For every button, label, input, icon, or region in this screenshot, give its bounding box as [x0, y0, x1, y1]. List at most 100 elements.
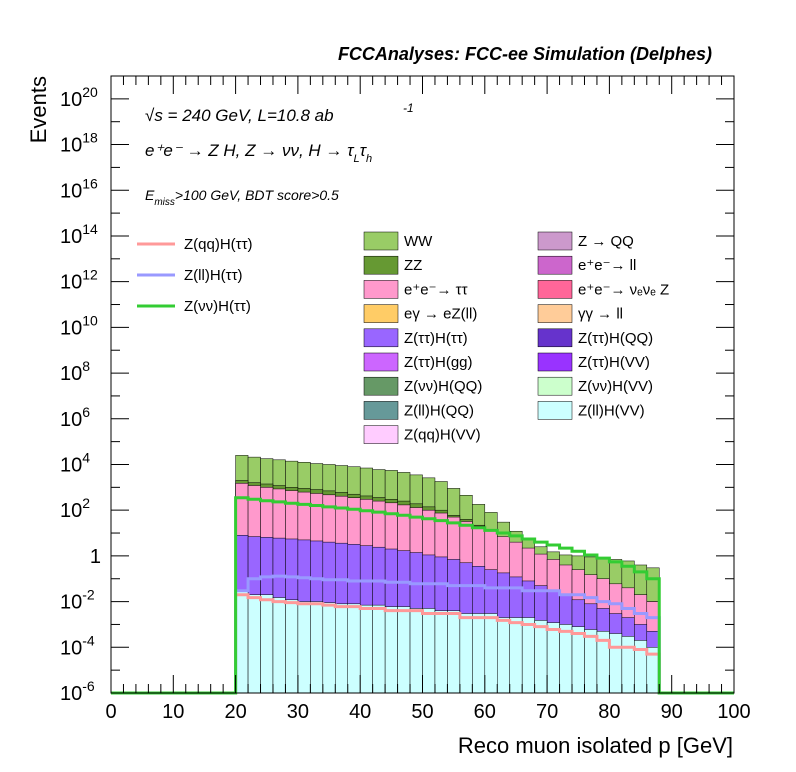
legend-fill-swatch-2 — [363, 255, 399, 275]
legend-fill-label-10: Z(ττ)H(gg) — [404, 354, 473, 371]
x-tick-label-10: 100 — [717, 701, 750, 723]
stack-bin-4-18 — [459, 613, 473, 694]
chart-title: FCCAnalyses: FCC-ee Simulation (Delphes) — [338, 44, 712, 64]
stack-bin-4-8 — [335, 603, 348, 694]
stack-bin-4-13 — [397, 606, 411, 694]
annotation-process-tau: τ — [360, 141, 368, 160]
annotation-cut: Emiss>100 GeV, BDT score>0.5 — [145, 187, 339, 208]
legend-fill-label-3: e⁺e⁻→ ll — [578, 257, 636, 274]
y-tick-label-10: 1014 — [60, 221, 98, 248]
legend-fill-swatch-11 — [537, 352, 573, 372]
legend-fill-label-11: Z(ττ)H(VV) — [578, 354, 650, 371]
legend-fill-swatch-7 — [537, 304, 573, 323]
line-series-2 — [111, 496, 734, 695]
legend-line-label-1: Z(ll)H(ττ) — [184, 267, 243, 284]
x-tick-label-2: 20 — [224, 701, 246, 723]
stack-bin-4-6 — [310, 601, 324, 694]
stack-layer — [235, 455, 660, 694]
y-tick-label-9: 1012 — [60, 267, 98, 294]
x-tick-label-6: 60 — [474, 701, 496, 723]
y-tick-label-12: 1018 — [60, 130, 98, 157]
legend-fill-swatch-15 — [537, 401, 573, 420]
stack-bin-4-12 — [384, 606, 398, 694]
stack-bin-4-28 — [584, 629, 598, 694]
stack-bin-4-24 — [534, 620, 548, 694]
legend-fill-label-16: Z(qq)H(VV) — [404, 427, 481, 444]
annotation-cut-prefix: E — [145, 187, 155, 203]
y-tick-label-4: 102 — [60, 495, 90, 522]
annotation-energy: √s = 240 GeV, L=10.8 ab -1 — [145, 101, 414, 125]
legend-fill-label-2: ZZ — [404, 257, 422, 274]
legend-fill-swatch-8 — [363, 328, 399, 348]
stack-bin-4-5 — [297, 601, 311, 694]
legend-fill-label-6: eγ → eZ(ll) — [404, 306, 477, 323]
legend-fill-swatch-10 — [363, 352, 399, 372]
x-tick-label-3: 30 — [287, 701, 309, 723]
legend-fill-label-9: Z(ττ)H(QQ) — [578, 330, 653, 347]
stack-bin-4-4 — [285, 599, 299, 694]
stack-bin-4-14 — [409, 608, 423, 694]
stack-bin-4-27 — [571, 626, 585, 694]
legend-fill-swatch-3 — [537, 255, 573, 275]
y-tick-label-5: 104 — [60, 449, 90, 476]
legend-fill-label-4: e⁺e⁻→ ττ — [404, 281, 468, 298]
annotation-process-sub1: L — [354, 153, 360, 165]
y-tick-label-6: 106 — [60, 404, 90, 431]
y-tick-label-11: 1016 — [60, 175, 98, 202]
stack-bin-4-22 — [509, 617, 523, 694]
stack-bin-4-20 — [484, 613, 498, 694]
legend-fill-swatch-4 — [363, 280, 399, 299]
legend-line-label-0: Z(qq)H(ττ) — [184, 236, 253, 253]
stack-bin-4-1 — [247, 594, 261, 694]
x-tick-label-0: 0 — [105, 701, 116, 723]
x-tick-label-9: 90 — [661, 701, 683, 723]
legend-fill-swatch-6 — [363, 304, 399, 323]
x-tick-label-7: 70 — [536, 701, 558, 723]
legend-fill-label-7: γγ → ll — [578, 306, 623, 323]
y-tick-label-0: 10-6 — [60, 678, 95, 705]
x-tick-label-8: 80 — [598, 701, 620, 723]
stack-bin-4-17 — [447, 610, 461, 694]
legend-fill-label-15: Z(ll)H(VV) — [578, 402, 645, 419]
legend-fill-swatch-14 — [363, 401, 399, 420]
stack-bin-4-30 — [609, 633, 623, 694]
x-tick-label-5: 50 — [411, 701, 433, 723]
stack-bin-4-0 — [235, 590, 249, 694]
annotation-process-sub2: h — [366, 153, 372, 165]
annotation-energy-exponent: -1 — [403, 101, 414, 115]
legend-fill-swatch-16 — [363, 425, 399, 444]
stack-bin-4-11 — [372, 604, 386, 694]
line-series-0 — [111, 593, 734, 695]
line-series-1 — [111, 574, 734, 695]
lines-layer — [111, 496, 734, 695]
stack-bin-4-9 — [347, 603, 361, 694]
y-tick-label-3: 1 — [90, 546, 101, 568]
legend-fill-label-14: Z(ll)H(QQ) — [404, 402, 474, 419]
annotation-energy-text: √s = 240 GeV, L=10.8 ab — [145, 106, 334, 125]
stack-bin-4-23 — [521, 617, 535, 694]
x-tick-label-4: 40 — [349, 701, 371, 723]
legend-fill-swatch-1 — [537, 231, 573, 251]
y-axis-label: Events — [26, 76, 51, 143]
stack-bin-4-21 — [497, 617, 510, 694]
legend-fill-swatch-13 — [537, 376, 573, 396]
y-ticks: 10-6 10-4 10-2 1 102 104 106 108 1010 1012 1014 101… — [60, 75, 734, 705]
y-tick-label-2: 10-2 — [60, 587, 95, 614]
legend-fill-label-5: e⁺e⁻→ νₑνₑ Z — [578, 281, 669, 298]
legend-fill-swatch-0 — [363, 231, 399, 251]
legend-fill-label-8: Z(ττ)H(ττ) — [404, 330, 468, 347]
stack-bin-4-15 — [422, 608, 436, 694]
stack-bin-4-10 — [359, 604, 373, 694]
x-tick-label-1: 10 — [162, 701, 184, 723]
x-axis-label: Reco muon isolated p [GeV] — [458, 733, 733, 758]
legend-fill-swatch-12 — [363, 376, 399, 396]
stack-bin-4-2 — [260, 594, 274, 694]
stack-bin-4-16 — [434, 610, 448, 694]
annotation-process-text: e⁺e⁻ → Z H, Z → νν, H → τ — [145, 141, 355, 160]
legend-fill-label-12: Z(νν)H(QQ) — [404, 378, 482, 395]
svg-text:Emiss>100 GeV, BDT score>0.5: Emiss>100 GeV, BDT score>0.5 — [145, 187, 339, 208]
annotation-process: e⁺e⁻ → Z H, Z → νν, H → τLτh — [145, 141, 372, 165]
legend-fill-label-1: Z → QQ — [578, 233, 634, 250]
